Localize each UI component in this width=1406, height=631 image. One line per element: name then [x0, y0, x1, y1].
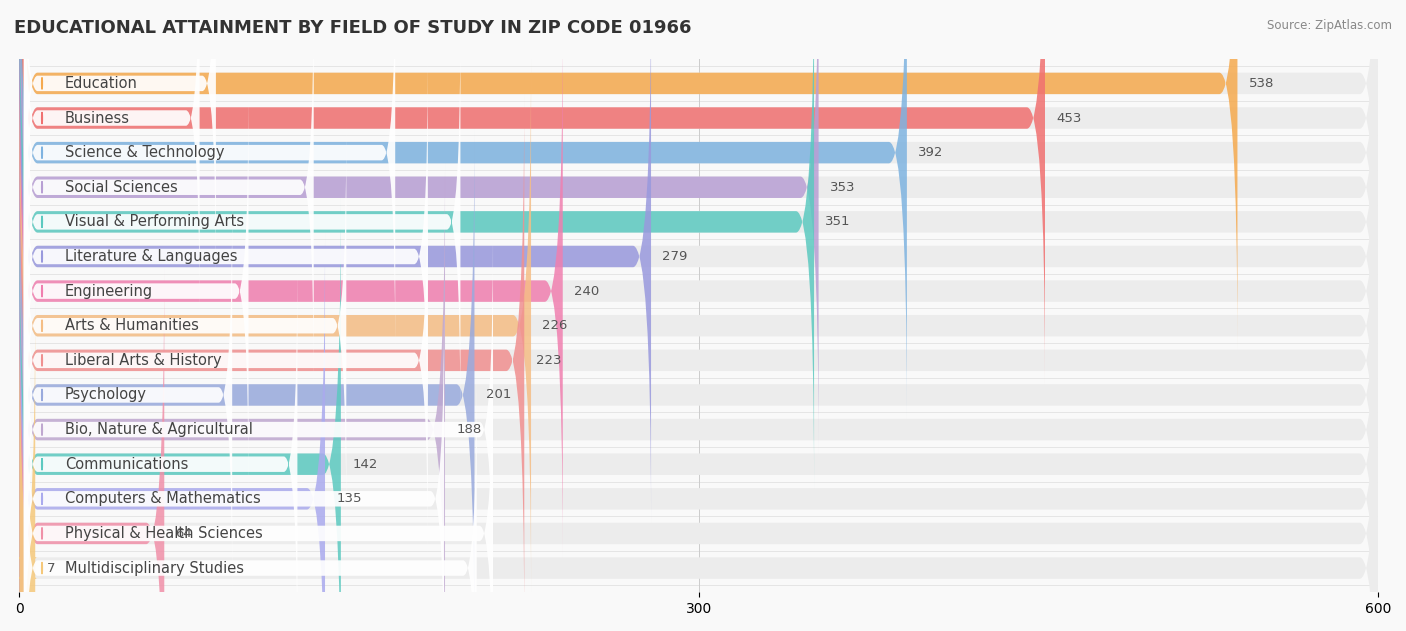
Text: Literature & Languages: Literature & Languages	[65, 249, 238, 264]
FancyBboxPatch shape	[20, 59, 1378, 592]
FancyBboxPatch shape	[20, 0, 651, 522]
Text: Physical & Health Sciences: Physical & Health Sciences	[65, 526, 263, 541]
FancyBboxPatch shape	[20, 94, 524, 627]
FancyBboxPatch shape	[20, 0, 1237, 350]
Text: Multidisciplinary Studies: Multidisciplinary Studies	[65, 560, 243, 575]
FancyBboxPatch shape	[20, 0, 1378, 350]
Text: 142: 142	[352, 457, 378, 471]
Text: Social Sciences: Social Sciences	[65, 180, 177, 195]
Text: 351: 351	[825, 215, 851, 228]
Text: 223: 223	[536, 354, 561, 367]
Text: Communications: Communications	[65, 457, 188, 472]
FancyBboxPatch shape	[24, 0, 217, 283]
FancyBboxPatch shape	[24, 0, 314, 387]
Text: Psychology: Psychology	[65, 387, 146, 403]
FancyBboxPatch shape	[20, 0, 1378, 522]
Text: 64: 64	[176, 527, 193, 540]
FancyBboxPatch shape	[20, 163, 1378, 631]
Text: EDUCATIONAL ATTAINMENT BY FIELD OF STUDY IN ZIP CODE 01966: EDUCATIONAL ATTAINMENT BY FIELD OF STUDY…	[14, 19, 692, 37]
FancyBboxPatch shape	[20, 25, 1378, 557]
Text: Source: ZipAtlas.com: Source: ZipAtlas.com	[1267, 19, 1392, 32]
FancyBboxPatch shape	[24, 230, 494, 630]
Text: Computers & Mathematics: Computers & Mathematics	[65, 492, 260, 506]
FancyBboxPatch shape	[20, 129, 474, 631]
Text: Visual & Performing Arts: Visual & Performing Arts	[65, 215, 243, 230]
FancyBboxPatch shape	[20, 302, 1378, 631]
Text: 226: 226	[543, 319, 568, 333]
FancyBboxPatch shape	[24, 22, 460, 422]
FancyBboxPatch shape	[24, 0, 200, 318]
FancyBboxPatch shape	[24, 333, 494, 631]
Text: 240: 240	[574, 285, 599, 298]
FancyBboxPatch shape	[20, 198, 340, 631]
FancyBboxPatch shape	[20, 233, 1378, 631]
FancyBboxPatch shape	[20, 0, 1045, 384]
FancyBboxPatch shape	[24, 264, 298, 631]
Text: 135: 135	[336, 492, 361, 505]
Text: 7: 7	[46, 562, 55, 575]
FancyBboxPatch shape	[24, 0, 395, 353]
Text: Business: Business	[65, 110, 129, 126]
Text: Education: Education	[65, 76, 138, 91]
Text: 453: 453	[1056, 112, 1081, 124]
FancyBboxPatch shape	[20, 0, 814, 488]
FancyBboxPatch shape	[24, 299, 444, 631]
FancyBboxPatch shape	[20, 267, 165, 631]
FancyBboxPatch shape	[20, 129, 1378, 631]
Text: 279: 279	[662, 250, 688, 263]
FancyBboxPatch shape	[24, 160, 427, 560]
Text: Engineering: Engineering	[65, 283, 153, 298]
Text: 353: 353	[830, 180, 855, 194]
FancyBboxPatch shape	[20, 59, 531, 592]
FancyBboxPatch shape	[20, 0, 1378, 488]
Text: Arts & Humanities: Arts & Humanities	[65, 318, 198, 333]
FancyBboxPatch shape	[20, 0, 1378, 454]
FancyBboxPatch shape	[20, 233, 325, 631]
FancyBboxPatch shape	[24, 57, 427, 456]
Text: Bio, Nature & Agricultural: Bio, Nature & Agricultural	[65, 422, 253, 437]
FancyBboxPatch shape	[20, 94, 1378, 627]
FancyBboxPatch shape	[20, 163, 446, 631]
Text: 201: 201	[485, 389, 512, 401]
FancyBboxPatch shape	[24, 91, 249, 491]
FancyBboxPatch shape	[20, 0, 1378, 419]
FancyBboxPatch shape	[20, 267, 1378, 631]
FancyBboxPatch shape	[20, 198, 1378, 631]
Text: 188: 188	[457, 423, 482, 436]
Text: Liberal Arts & History: Liberal Arts & History	[65, 353, 221, 368]
Text: 392: 392	[918, 146, 943, 159]
FancyBboxPatch shape	[20, 25, 562, 557]
FancyBboxPatch shape	[17, 302, 38, 631]
FancyBboxPatch shape	[24, 195, 232, 595]
FancyBboxPatch shape	[24, 368, 477, 631]
FancyBboxPatch shape	[20, 0, 1378, 384]
Text: Science & Technology: Science & Technology	[65, 145, 224, 160]
FancyBboxPatch shape	[20, 0, 818, 454]
Text: 538: 538	[1249, 77, 1274, 90]
FancyBboxPatch shape	[20, 0, 907, 419]
FancyBboxPatch shape	[24, 126, 346, 526]
